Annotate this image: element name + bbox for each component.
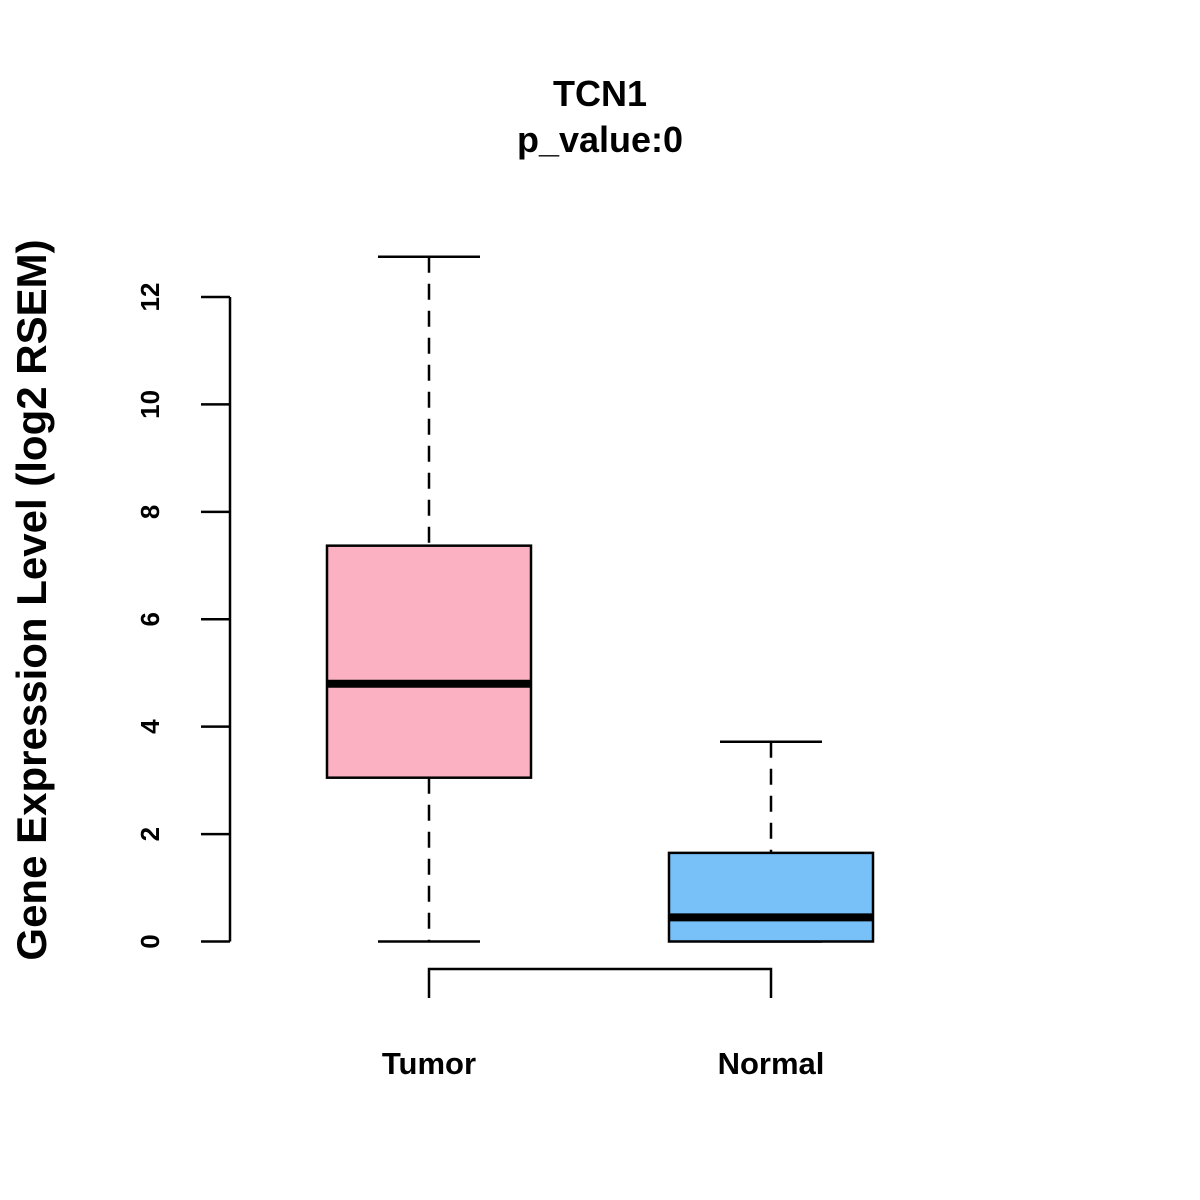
y-axis: 0 2 4 6 8 10 12 (135, 283, 232, 949)
y-tick-label-4: 4 (135, 719, 165, 734)
comparison-bracket (427, 967, 773, 998)
box-tumor (325, 255, 533, 943)
iqr-box-tumor (325, 544, 533, 779)
bracket-line (427, 967, 773, 998)
x-axis-labels: Tumor Normal (382, 1046, 824, 1081)
y-tick-label-12: 12 (135, 283, 165, 312)
chart-title: TCN1 (553, 73, 647, 114)
x-label-normal: Normal (718, 1046, 825, 1081)
y-tick-label-8: 8 (135, 505, 165, 519)
y-tick-label-6: 6 (135, 612, 165, 626)
y-tick-label-0: 0 (135, 934, 165, 948)
y-axis-label: Gene Expression Level (log2 RSEM) (8, 239, 55, 960)
y-tick-label-2: 2 (135, 827, 165, 841)
box-group-container (325, 255, 875, 943)
box-normal (667, 740, 875, 943)
x-label-tumor: Tumor (382, 1046, 476, 1081)
iqr-box-normal (667, 851, 875, 943)
y-tick-label-10: 10 (135, 390, 165, 419)
chart-subtitle: p_value:0 (517, 119, 683, 160)
